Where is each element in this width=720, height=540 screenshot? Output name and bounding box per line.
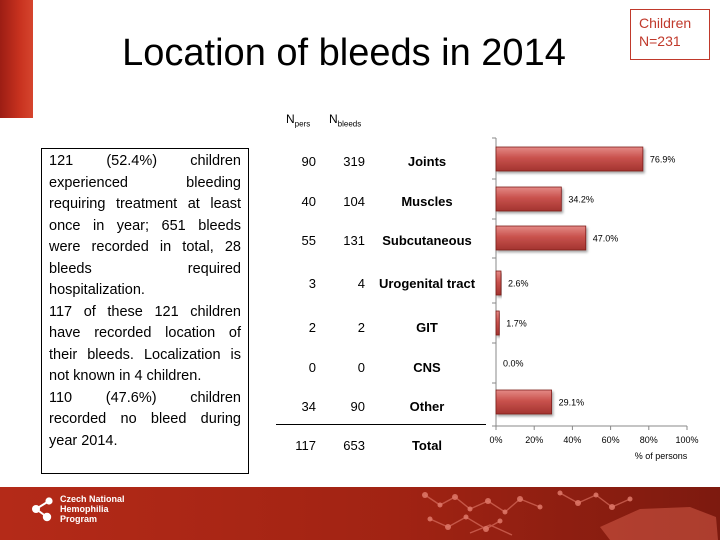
decorative-red-strip — [0, 0, 33, 118]
header-n-bleeds: Nbleeds — [329, 112, 361, 128]
logo-line-3: Program — [60, 514, 98, 524]
bar — [495, 146, 644, 172]
x-tick-label: 60% — [602, 435, 620, 445]
row-bleeds-subcutaneous: 131 — [343, 233, 365, 248]
bar-value-label: 29.1% — [559, 398, 585, 408]
bar-value-label: 76.9% — [650, 155, 676, 165]
bar-value-label: 1.7% — [506, 319, 527, 329]
hemophilia-logo-icon — [32, 497, 53, 522]
note-paragraph-1: 121 (52.4%) children experienced bleedin… — [49, 153, 241, 298]
bar-chart: 0% 20% 40% 60% 80% 100% % of persons 76.9% 34.2%… — [489, 137, 699, 461]
row-bleeds-muscles: 104 — [343, 194, 365, 209]
row-category-cns: CNS — [413, 360, 441, 375]
bar-value-label: 47.0% — [593, 234, 619, 244]
bar — [495, 310, 500, 336]
row-pers-cns: 0 — [308, 360, 316, 375]
bar-value-label: 2.6% — [508, 279, 529, 289]
bar — [495, 270, 502, 296]
header-n-bleeds-sub: bleeds — [337, 119, 362, 129]
total-pers: 117 — [295, 438, 316, 453]
logo-line-2: Hemophilia — [60, 504, 109, 514]
cohort-badge: Children N=231 — [630, 9, 710, 60]
footer-band: Czech National Hemophilia Program — [0, 487, 720, 540]
row-bleeds-other: 90 — [350, 399, 365, 414]
bar — [495, 225, 587, 251]
header-n-persons-label: N — [286, 112, 295, 126]
note-paragraph-2: 117 of these 121 children have recorded … — [49, 303, 241, 385]
row-pers-subcutaneous: 55 — [301, 233, 316, 248]
row-bleeds-urogenital: 4 — [357, 276, 365, 291]
page-title: Location of bleeds in 2014 — [122, 32, 566, 74]
row-category-other: Other — [409, 399, 445, 414]
badge-count: N=231 — [639, 33, 681, 49]
bar — [495, 186, 562, 212]
x-tick-label: 80% — [640, 435, 658, 445]
x-tick-label: 20% — [525, 435, 543, 445]
row-pers-other: 34 — [301, 399, 316, 414]
map-silhouette-icon — [600, 507, 718, 540]
x-tick-label: 0% — [489, 435, 502, 445]
row-category-git: GIT — [416, 320, 438, 335]
header-n-bleeds-label: N — [329, 112, 338, 126]
badge-label: Children — [639, 15, 692, 31]
summary-note: 121 (52.4%) children experienced bleedin… — [41, 148, 249, 474]
x-axis-title: % of persons — [635, 451, 688, 461]
table-separator — [276, 424, 486, 425]
row-pers-muscles: 40 — [301, 194, 316, 209]
bar-value-label: 34.2% — [568, 195, 594, 205]
row-pers-git: 2 — [308, 320, 316, 335]
total-label: Total — [411, 438, 443, 453]
row-category-urogenital: Urogenital tract — [378, 276, 476, 291]
molecule-dots-icon — [422, 490, 633, 532]
row-bleeds-joints: 319 — [343, 154, 365, 169]
header-n-persons-sub: pers — [294, 119, 311, 129]
x-tick-label: 40% — [563, 435, 581, 445]
bar — [495, 389, 552, 415]
logo-text: Czech National Hemophilia Program — [60, 494, 125, 524]
row-category-muscles: Muscles — [401, 194, 453, 209]
note-paragraph-3: 110 (47.6%) children recorded no bleed d… — [49, 389, 241, 449]
footer-decoration — [32, 490, 718, 540]
logo-line-1: Czech National — [60, 494, 125, 504]
row-category-subcutaneous: Subcutaneous — [382, 233, 472, 248]
total-bleeds: 653 — [343, 438, 365, 453]
row-category-joints: Joints — [407, 154, 447, 169]
header-n-persons: Npers — [286, 112, 310, 128]
row-bleeds-git: 2 — [357, 320, 365, 335]
x-tick-label: 100% — [675, 435, 698, 445]
row-pers-urogenital: 3 — [308, 276, 316, 291]
bar-value-label: 0.0% — [503, 359, 524, 369]
row-pers-joints: 90 — [301, 154, 316, 169]
row-bleeds-cns: 0 — [357, 360, 365, 375]
